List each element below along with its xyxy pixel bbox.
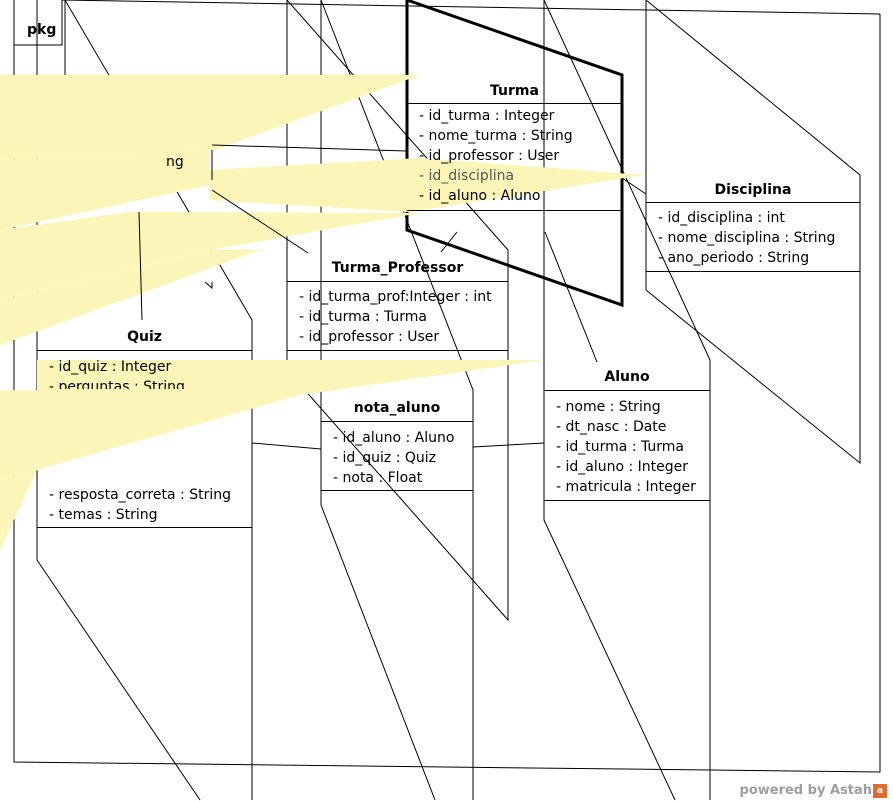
class-turma[interactable]: Turma - id_turma : Integer - nome_turma … bbox=[407, 80, 622, 211]
class-turma-attributes: - id_turma : Integer - nome_turma : Stri… bbox=[407, 104, 622, 210]
highlight-wedge-8 bbox=[0, 470, 37, 550]
highlight-wedge-5 bbox=[0, 250, 260, 345]
highlight-wedge-3 bbox=[210, 158, 645, 212]
highlight-wedge-4 bbox=[0, 212, 420, 300]
class-quiz-name: Quiz bbox=[37, 327, 252, 351]
assoc-user-quiz bbox=[138, 211, 143, 321]
class-turma-professor[interactable]: Turma_Professor - id_turma_prof:Integer … bbox=[287, 258, 508, 351]
attribute: - id_turma_prof:Integer : int bbox=[299, 289, 492, 305]
attribute: - id_professor : User bbox=[299, 329, 440, 345]
user-class-fragment-text: ng bbox=[166, 154, 184, 170]
attribute: - id_disciplina bbox=[419, 168, 515, 184]
attribute: - id_quiz : Integer bbox=[49, 359, 172, 375]
class-aluno[interactable]: Aluno - nome : String - dt_nasc : Date -… bbox=[544, 367, 710, 501]
watermark-text: powered by Astah bbox=[739, 783, 872, 798]
attribute: - id_aluno : Aluno bbox=[333, 430, 455, 446]
assoc-user-turmaprof bbox=[211, 189, 309, 254]
class-turma-professor-attributes: - id_turma_prof:Integer : int - id_turma… bbox=[287, 282, 508, 351]
class-quiz-attributes: - id_quiz : Integer - perguntas : String bbox=[37, 351, 252, 389]
frame-aluno-2 bbox=[543, 0, 711, 800]
class-nota-aluno-name: nota_aluno bbox=[321, 398, 473, 422]
highlight-wedge-6 bbox=[37, 360, 545, 400]
class-disciplina-attributes: - id_disciplina : int - nome_disciplina … bbox=[646, 203, 860, 272]
frame-turma-bold bbox=[405, 0, 624, 308]
assoc-quiz-nota bbox=[251, 442, 322, 450]
package-tab bbox=[14, 0, 63, 46]
class-nota-aluno-attributes: - id_aluno : Aluno - id_quiz : Quiz - no… bbox=[321, 422, 473, 491]
class-quiz-attributes-lower: - resposta_correta : String - temas : St… bbox=[37, 485, 252, 528]
class-disciplina[interactable]: Disciplina - id_disciplina : int - nome_… bbox=[646, 180, 860, 272]
attribute: - id_aluno : Integer bbox=[556, 459, 689, 475]
package-label: pkg bbox=[27, 22, 57, 38]
class-turma-name: Turma bbox=[407, 80, 622, 104]
attribute: - id_professor : User bbox=[419, 148, 560, 164]
attribute: - temas : String bbox=[49, 507, 158, 523]
assoc-turma-turmaprof bbox=[440, 231, 458, 253]
attribute: - nome_turma : String bbox=[419, 128, 573, 144]
highlight-wedge-1 bbox=[0, 75, 420, 160]
attribute: - resposta_correta : String bbox=[49, 487, 231, 503]
attribute: - ano_periodo : String bbox=[658, 250, 810, 266]
attribute: - matricula : Integer bbox=[556, 479, 696, 495]
attribute: - nome_disciplina : String bbox=[658, 230, 836, 246]
frame-nota-2 bbox=[320, 0, 474, 800]
class-disciplina-name: Disciplina bbox=[646, 180, 860, 203]
class-turma-professor-name: Turma_Professor bbox=[287, 258, 508, 282]
assoc-user-turma bbox=[211, 144, 408, 152]
attribute: - id_quiz : Quiz bbox=[333, 450, 437, 466]
astah-logo-icon: a bbox=[873, 783, 887, 798]
attribute: - perguntas : String bbox=[49, 379, 185, 389]
class-quiz[interactable]: Quiz - id_quiz : Integer - perguntas : S… bbox=[37, 327, 252, 528]
class-aluno-attributes: - nome : String - dt_nasc : Date - id_tu… bbox=[544, 391, 710, 501]
user-fragment-arrow bbox=[204, 281, 213, 290]
attribute: - id_aluno : Aluno bbox=[419, 188, 541, 204]
class-aluno-name: Aluno bbox=[544, 367, 710, 391]
assoc-turma-disciplina bbox=[621, 177, 647, 195]
highlight-wedge-7 bbox=[0, 390, 300, 480]
class-nota-aluno[interactable]: nota_aluno - id_aluno : Aluno - id_quiz … bbox=[321, 398, 473, 491]
attribute: - dt_nasc : Date bbox=[556, 419, 667, 435]
attribute: - id_turma : Turma bbox=[299, 309, 428, 325]
attribute: - nota : Float bbox=[333, 470, 423, 486]
highlight-wedge-2 bbox=[0, 150, 210, 230]
attribute: - id_turma : Integer bbox=[419, 108, 555, 124]
assoc-turma-aluno bbox=[544, 231, 598, 363]
attribute: - id_turma : Turma bbox=[556, 439, 685, 455]
attribute: - id_disciplina : int bbox=[658, 210, 785, 226]
frame-disciplina bbox=[645, 0, 861, 465]
astah-watermark: powered by Astah a bbox=[740, 783, 887, 798]
attribute: - nome : String bbox=[556, 399, 661, 415]
assoc-nota-aluno bbox=[472, 442, 545, 448]
